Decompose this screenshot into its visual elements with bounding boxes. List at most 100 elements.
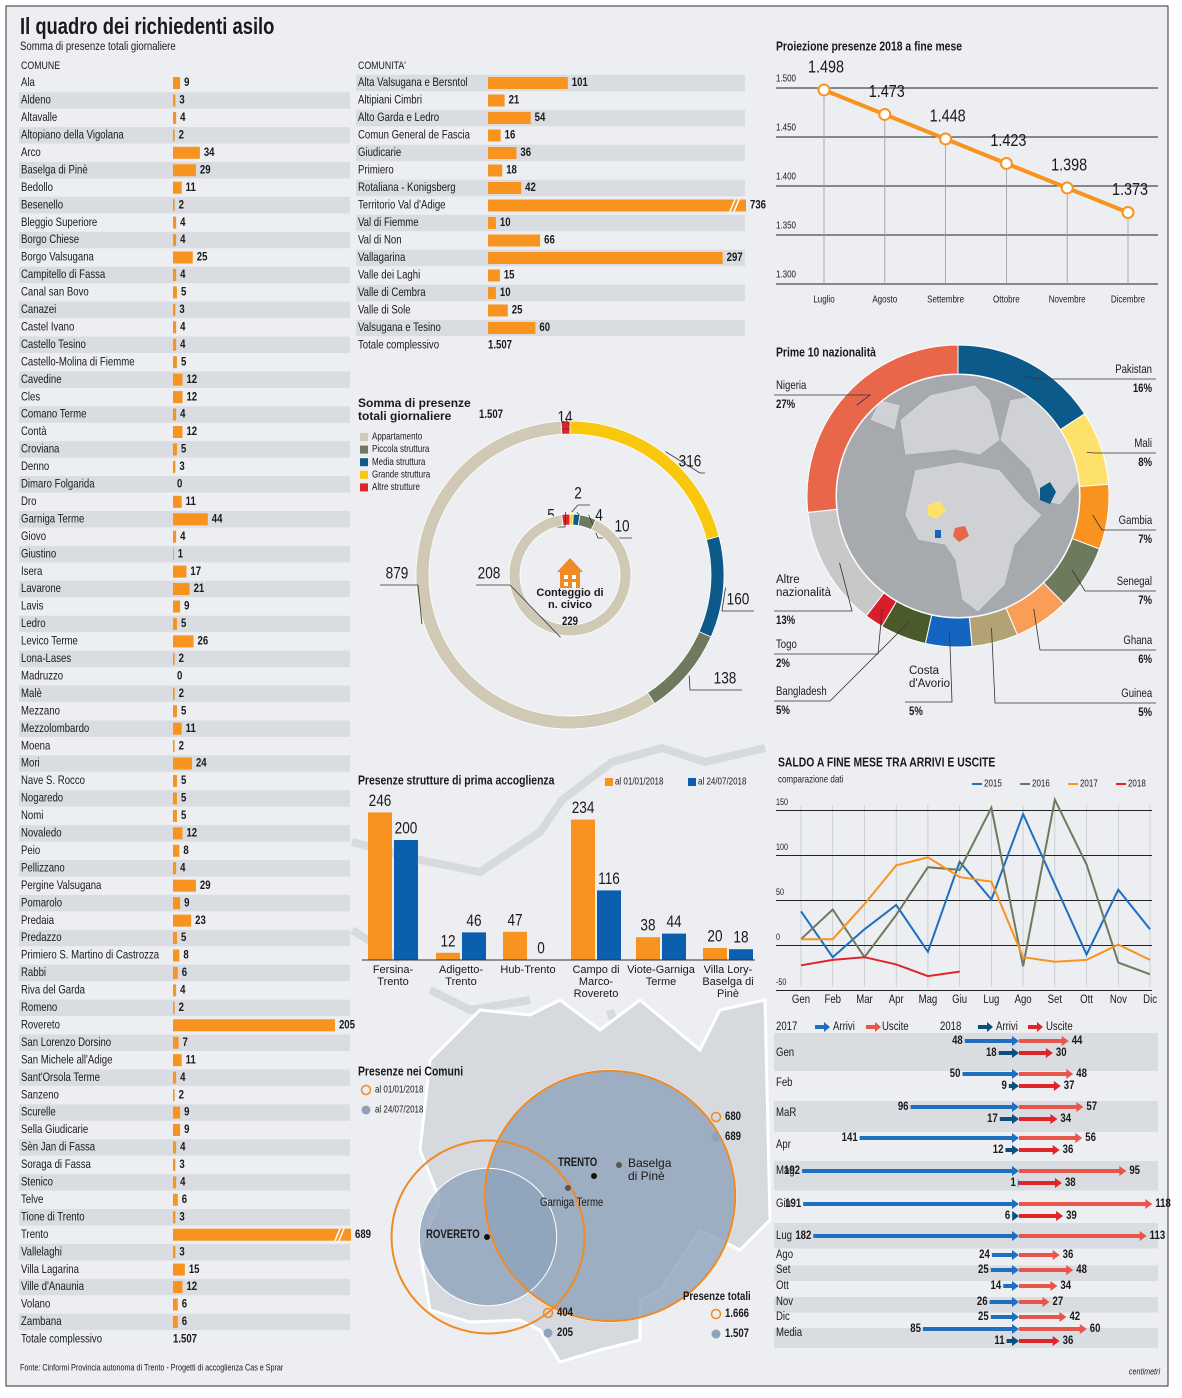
- bar: [173, 1228, 351, 1241]
- value-label: 57: [1086, 1100, 1097, 1113]
- value-label: 12: [993, 1143, 1004, 1156]
- arrow-bar: [1019, 1324, 1087, 1334]
- value-label: 5: [547, 506, 555, 525]
- chart-title: Presenze nei Comuni: [358, 1064, 463, 1078]
- row-label: Malè: [21, 687, 42, 700]
- bar: [173, 408, 177, 421]
- arrow-bar: [1019, 1211, 1064, 1221]
- row-label: Val di Fiemme: [358, 216, 419, 229]
- value-label: 4: [180, 338, 185, 351]
- legend-year: 2018: [940, 1020, 961, 1033]
- value-label: 16: [505, 129, 516, 142]
- arrow-bar: [1019, 1166, 1127, 1176]
- value-label: 60: [539, 321, 550, 334]
- value-label: 44: [212, 512, 223, 525]
- value-label: 5: [181, 931, 186, 944]
- bar: [173, 181, 182, 194]
- row-label: Campitello di Fassa: [21, 268, 106, 281]
- x-tick-label: Feb: [824, 993, 841, 1006]
- row-label: Stenico: [21, 1176, 53, 1189]
- bar: [173, 1019, 335, 1032]
- bar: [488, 269, 500, 282]
- value-label: 4: [180, 984, 185, 997]
- value-label: 12: [440, 932, 455, 951]
- row-stripe: [19, 1034, 350, 1051]
- arrow-bar: [1019, 1048, 1053, 1058]
- legend-label: Appartamento: [372, 431, 422, 442]
- row-label: Gen: [776, 1046, 794, 1059]
- value-label: 11: [186, 181, 196, 194]
- value-label: 18: [733, 928, 748, 947]
- x-tick-label: Luglio: [813, 294, 834, 305]
- y-tick-label: 1.300: [776, 269, 796, 280]
- value-label: 39: [1066, 1209, 1077, 1222]
- row-stripe: [19, 825, 350, 842]
- value-label: 1.473: [869, 82, 905, 102]
- value-label: 25: [197, 251, 208, 264]
- row-label: Mag: [776, 1164, 795, 1177]
- category-label: Senegal: [1117, 575, 1152, 588]
- row-stripe: [19, 964, 350, 982]
- value-label: 113: [1150, 1229, 1165, 1242]
- row-label: Predaia: [21, 914, 55, 927]
- value-label: 7%: [1138, 594, 1152, 607]
- row-label: Villa Lagarina: [21, 1263, 80, 1276]
- bar-break: [334, 1228, 345, 1242]
- legend-ring: [710, 1308, 722, 1320]
- globe-land: [869, 384, 1079, 613]
- value-label: 9: [184, 1106, 189, 1119]
- row-label: Ago: [776, 1248, 793, 1261]
- leader-line: [774, 622, 909, 702]
- row-label: Baselga di Pinè: [21, 163, 88, 176]
- bar: [173, 373, 183, 386]
- row-label: Castello Tesino: [21, 338, 86, 351]
- bar: [488, 252, 723, 264]
- bar: [173, 321, 177, 334]
- value-label: 44: [1072, 1034, 1083, 1047]
- value-label: 10: [500, 286, 511, 299]
- arrow-bar: [1012, 1211, 1019, 1221]
- x-tick-label: Dic: [1143, 993, 1157, 1006]
- chart-total: 1.507: [479, 408, 503, 421]
- bar: [503, 931, 527, 960]
- arrow-bar: [1019, 1145, 1060, 1155]
- value-label: 11: [186, 722, 196, 735]
- bar: [488, 94, 505, 107]
- arrow-bar: [859, 1133, 1019, 1143]
- row-stripe: [19, 999, 350, 1017]
- globe: [837, 375, 1079, 617]
- bar: [173, 583, 190, 596]
- value-label: 95: [1129, 1164, 1140, 1177]
- value-label: 36: [1063, 1334, 1074, 1347]
- value-label: 16%: [1133, 382, 1153, 395]
- row-stripe: [356, 109, 745, 127]
- value-label: 5%: [1138, 706, 1152, 719]
- row-label: Moena: [21, 739, 51, 752]
- row-label: Mori: [21, 757, 40, 770]
- row-label: Ville d'Anaunia: [21, 1280, 85, 1293]
- x-tick-label: Gen: [792, 993, 810, 1006]
- bar: [488, 182, 522, 194]
- x-tick-label: Settembre: [927, 294, 964, 305]
- value-label: 30: [1056, 1046, 1067, 1059]
- leader-line: [1086, 451, 1156, 454]
- row-label: Ala: [21, 76, 36, 89]
- row-stripe: [774, 1161, 1158, 1191]
- bar: [488, 304, 508, 317]
- row-label: Besenello: [21, 198, 63, 211]
- bar: [173, 303, 176, 316]
- bar: [488, 164, 503, 177]
- bar: [173, 740, 175, 753]
- x-tick-label: Agosto: [872, 294, 897, 305]
- value-label: 38: [1065, 1176, 1076, 1189]
- value-label: 2: [179, 739, 184, 752]
- legend-label: Altre strutture: [372, 481, 420, 492]
- value-label: 3: [179, 1245, 184, 1258]
- legend-swatch: [360, 433, 368, 441]
- y-tick-label: 1.350: [776, 220, 796, 231]
- globe-highlight: [935, 530, 941, 538]
- bar: [173, 565, 187, 578]
- row-stripe: [19, 860, 350, 877]
- row-label: Rovereto: [21, 1019, 60, 1032]
